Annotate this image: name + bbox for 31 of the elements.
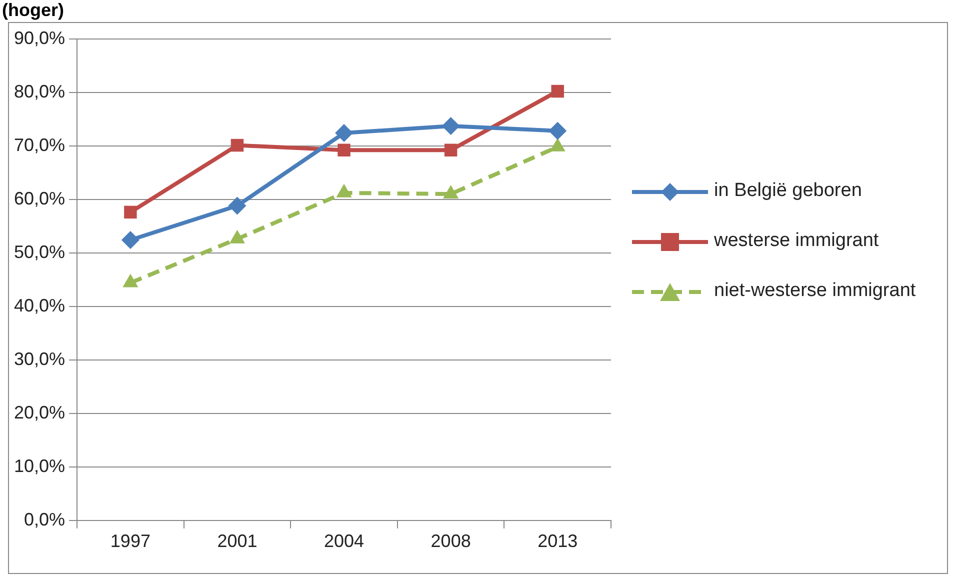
y-tick-label: 70,0% — [14, 134, 66, 155]
point — [442, 117, 460, 136]
y-tick-label: 30,0% — [14, 348, 66, 369]
point — [335, 124, 354, 142]
y-tick-label: 20,0% — [14, 402, 66, 422]
point — [122, 274, 138, 288]
point — [338, 144, 350, 156]
point — [121, 231, 140, 249]
point — [230, 138, 244, 152]
point — [548, 122, 567, 140]
y-tick-label: 50,0% — [14, 242, 66, 262]
chart-title: (hoger) — [2, 0, 64, 21]
y-tick-label: 60,0% — [14, 188, 66, 208]
legend-label: in België geboren — [714, 180, 862, 202]
legend-label: westerse immigrant — [714, 230, 879, 252]
point — [124, 206, 137, 219]
point — [551, 84, 564, 98]
point — [229, 230, 246, 244]
legend-label: niet-westerse immigrant — [714, 280, 916, 302]
x-tick-label: 2004 — [324, 531, 364, 552]
point — [444, 144, 458, 156]
y-tick-label: 80,0% — [14, 81, 66, 102]
y-tick-label: 40,0% — [14, 295, 66, 316]
x-tick-label: 2001 — [217, 531, 258, 552]
x-tick-label: 2008 — [430, 531, 471, 552]
x-tick-label: 1997 — [110, 531, 150, 552]
y-tick-label: 10,0% — [14, 456, 66, 476]
x-tick-label: 2013 — [538, 531, 578, 552]
y-tick-label: 90,0% — [14, 28, 66, 48]
y-tick-label: 0,0% — [24, 509, 66, 530]
point — [228, 196, 246, 215]
